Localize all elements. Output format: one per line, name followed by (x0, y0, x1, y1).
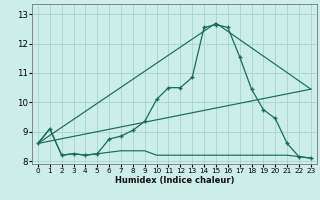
X-axis label: Humidex (Indice chaleur): Humidex (Indice chaleur) (115, 176, 234, 185)
